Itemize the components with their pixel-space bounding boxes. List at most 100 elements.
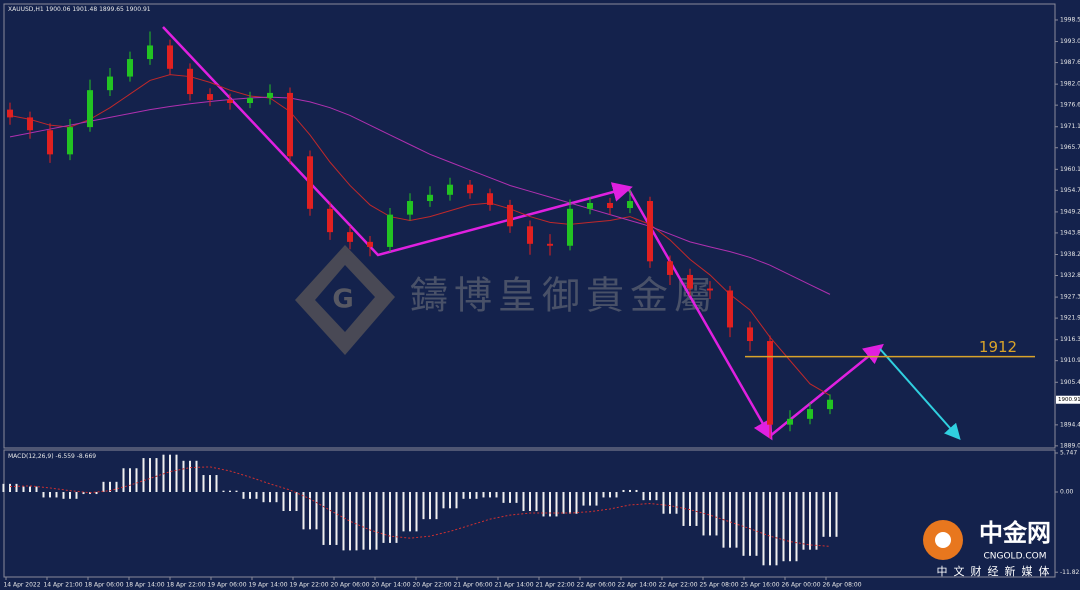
macd-bar <box>835 492 838 537</box>
signal-line <box>9 466 831 547</box>
macd-bar <box>749 492 751 556</box>
y-tick-label: 1993.00 <box>1060 38 1080 45</box>
y-tick-label: 1949.20 <box>1060 208 1080 215</box>
x-tick-label: 18 Apr 06:00 <box>84 582 123 589</box>
y-tick-label: 1965.70 <box>1060 144 1080 151</box>
macd-bar <box>675 492 678 514</box>
macd-bar <box>95 492 98 495</box>
x-tick-label: 21 Apr 22:00 <box>535 582 574 589</box>
level-label: 1912 <box>979 338 1017 356</box>
macd-bar <box>342 492 345 551</box>
candle-body <box>227 99 233 104</box>
candle-body <box>747 327 753 342</box>
macd-bar <box>429 492 431 520</box>
macd-bar <box>575 492 578 514</box>
macd-bar <box>535 492 538 512</box>
macd-bar <box>775 492 778 566</box>
x-tick-label: 18 Apr 22:00 <box>166 582 205 589</box>
candle-body <box>87 90 93 128</box>
candle-body <box>547 243 553 246</box>
macd-bar <box>415 492 418 532</box>
y-tick-label: 1954.75 <box>1060 187 1080 194</box>
watermark-g: G <box>332 285 353 315</box>
macd-bar <box>562 492 565 514</box>
y-tick-label: 1943.80 <box>1060 229 1080 236</box>
macd-bar <box>115 481 118 493</box>
x-tick-label: 22 Apr 06:00 <box>576 582 615 589</box>
x-tick-label: 18 Apr 14:00 <box>125 582 164 589</box>
x-tick-label: 19 Apr 22:00 <box>289 582 328 589</box>
macd-bar <box>502 492 505 503</box>
macd-bar <box>789 492 791 562</box>
candle-body <box>247 97 253 104</box>
macd-bar <box>42 492 45 498</box>
candle-body <box>367 241 373 247</box>
macd-bar <box>22 486 25 493</box>
x-tick-label: 20 Apr 22:00 <box>412 582 451 589</box>
macd-bar <box>249 492 251 499</box>
macd-bar <box>489 492 491 498</box>
trend-arrow <box>162 26 633 257</box>
macd-bar <box>275 492 278 503</box>
macd-bar <box>382 492 385 543</box>
candle-body <box>67 127 73 155</box>
macd-bar <box>189 460 191 493</box>
candle-body <box>527 226 533 244</box>
macd-bar <box>335 492 338 545</box>
candle-body <box>827 399 833 410</box>
candle-body <box>207 94 213 100</box>
y-tick-label: 5.747 <box>1060 450 1077 457</box>
logo-name: 中金网 <box>979 519 1051 547</box>
ohlc: 1899.65 <box>99 6 124 13</box>
watermark-logo-inner <box>315 265 375 332</box>
y-tick-label: 1889.05 <box>1060 442 1080 449</box>
macd-bar <box>529 492 531 512</box>
macd-bar <box>455 492 458 509</box>
macd-bar <box>449 492 451 509</box>
candle-body <box>567 208 573 246</box>
macd-bar <box>362 492 365 550</box>
main-frame <box>3 3 1056 449</box>
candle-body <box>7 109 13 118</box>
macd-bar <box>695 492 698 526</box>
logo-domain: CNGOLD.COM <box>983 552 1046 562</box>
candle-body <box>807 409 813 419</box>
y-tick-label: -11.825 <box>1060 569 1080 576</box>
candle-body <box>707 288 713 291</box>
y-tick-label: 1998.55 <box>1060 16 1080 23</box>
macd-bar <box>515 492 518 503</box>
macd-bar <box>395 492 398 543</box>
macd-bar <box>55 492 58 498</box>
candle-body <box>407 201 413 215</box>
y-tick-label: 1894.45 <box>1060 421 1080 428</box>
macd-bar <box>629 489 631 493</box>
y-tick-label: 1905.40 <box>1060 379 1080 386</box>
macd-bar <box>282 492 285 512</box>
macd-header: MACD(12,26,9) -6.559 -8.669 <box>8 453 96 460</box>
macd-bar <box>229 490 231 493</box>
macd-bar <box>815 492 818 550</box>
macd-bar <box>295 492 298 512</box>
candle-body <box>447 184 453 195</box>
candle-body <box>167 45 173 69</box>
macd-bar <box>375 492 378 550</box>
macd-bar <box>609 492 611 498</box>
macd-bar <box>595 492 598 506</box>
macd-bar <box>102 481 105 493</box>
x-tick-label: 25 Apr 16:00 <box>740 582 779 589</box>
candle-body <box>387 214 393 247</box>
candle-body <box>327 208 333 233</box>
macd-bar <box>9 483 11 493</box>
x-tick-label: 20 Apr 06:00 <box>330 582 369 589</box>
price-tag-label: 1900.91 <box>1058 397 1080 403</box>
macd-bar <box>195 460 198 493</box>
macd-bar <box>182 460 185 493</box>
candle-body <box>647 201 653 262</box>
macd-bar <box>735 492 738 548</box>
macd-bar <box>269 492 271 503</box>
x-tick-label: 20 Apr 14:00 <box>371 582 410 589</box>
y-tick-label: 1916.35 <box>1060 336 1080 343</box>
macd-bar <box>435 492 438 520</box>
candle-body <box>187 68 193 95</box>
